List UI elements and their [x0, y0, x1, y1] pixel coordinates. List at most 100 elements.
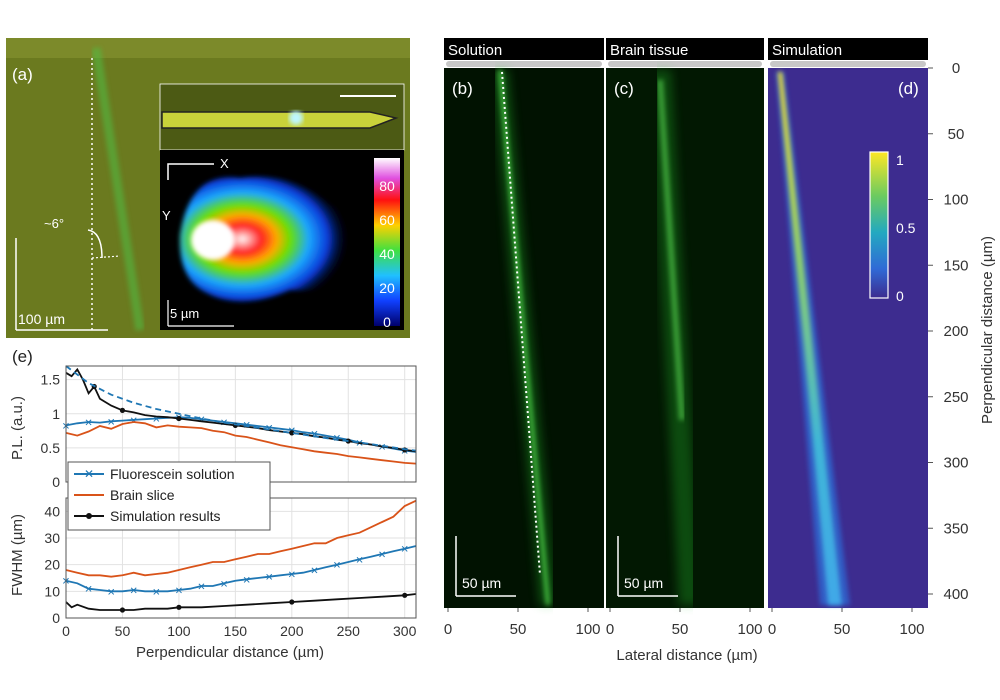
panel-b-dotted-guide: [501, 71, 541, 576]
panel-b-beam: [498, 69, 550, 606]
panel-a-top-band: [6, 38, 410, 58]
panel-d-image: [768, 68, 928, 608]
legend-marker-simulation: [86, 513, 92, 519]
chart-e-legend: ✕ Fluorescein solution Brain slice Simul…: [67, 461, 271, 531]
bcd-axes: 0 50 100 0 50 100 0 50 100 0 50 100 150 200 250 300 350 4…: [444, 60, 969, 638]
probe-strip-c: [608, 61, 762, 67]
scalebar-b-label: 50 µm: [462, 575, 501, 591]
chart-e-xtick-label: 300: [393, 623, 417, 639]
chart-e-marker-cross: ✕: [130, 586, 138, 597]
chart-e-marker-dot: [289, 599, 295, 605]
chart-e-xtick-label: 200: [280, 623, 304, 639]
scalebar-c-label: 50 µm: [624, 575, 663, 591]
chart-e-marker-cross: ✕: [84, 585, 92, 596]
heatmap-colorbar-tick-label: 60: [379, 212, 395, 228]
panel-d-beam: [778, 72, 842, 605]
panel-d-colorbar-ticks: 10.50: [896, 152, 916, 304]
lateral-tick-label: 100: [737, 621, 762, 638]
panel-c-beam: [657, 79, 685, 421]
chart-e-top-ylabel: P.L. (a.u.): [9, 396, 26, 460]
probe-strip-b: [446, 61, 602, 67]
lateral-tick-label: 50: [834, 621, 851, 638]
chart-e-marker-cross: ✕: [197, 582, 205, 593]
chart-e-bottom-ytick-label: 40: [44, 503, 60, 519]
panel-d-label: (d): [898, 79, 919, 98]
header-bar-d: [768, 38, 928, 60]
probe-emission-spot: [289, 111, 303, 125]
chart-e-lines: ✕✕✕✕✕✕✕✕✕✕✕✕✕✕✕✕✕✕✕✕✕✕✕✕✕✕✕✕✕✕✕✕: [62, 365, 417, 613]
chart-e-bottom-series-line: [65, 545, 417, 593]
chart-e-top-series-line: [65, 365, 417, 452]
heatmap-spot: [179, 176, 359, 302]
chart-e-marker-cross: ✕: [84, 418, 92, 429]
chart-e-marker-cross: ✕: [378, 443, 386, 454]
legend-label-brain: Brain slice: [110, 487, 175, 503]
scalebar-a-label: 100 µm: [18, 311, 65, 327]
panel-d-colorbar-tick-label: 1: [896, 152, 904, 168]
chart-e-marker-cross: ✕: [242, 575, 250, 586]
chart-e-marker-cross: ✕: [401, 545, 409, 556]
lateral-tick-label: 100: [899, 621, 924, 638]
chart-e-marker-cross: ✕: [175, 586, 183, 597]
perp-tick-label: 200: [943, 323, 968, 340]
heatmap-colorbar-tick-label: 20: [379, 280, 395, 296]
heatmap-x-label: X: [220, 156, 229, 171]
chart-e-marker-cross: ✕: [265, 573, 273, 584]
legend-label-simulation: Simulation results: [110, 508, 221, 524]
legend-label-fluorescein: Fluorescein solution: [110, 466, 235, 482]
panel-b-label: (b): [452, 79, 473, 98]
chart-e-xtick-label: 150: [224, 623, 248, 639]
probe-tip: [161, 111, 399, 129]
probe-strip-d: [770, 61, 926, 67]
legend-marker-fluorescein: ✕: [84, 467, 94, 481]
panel-a-label: (a): [12, 65, 33, 84]
panel-d-colorbar: [869, 151, 889, 299]
chart-e-xtick-label: 50: [115, 623, 131, 639]
header-bar-c: [606, 38, 764, 60]
heatmap-y-label: Y: [162, 208, 171, 223]
heatmap-axes: [167, 163, 214, 180]
chart-e-bottom-ytick-label: 20: [44, 557, 60, 573]
perp-tick-label: 250: [943, 389, 968, 406]
perp-tick-label: 350: [943, 520, 968, 537]
heatmap-colorbar-tick-label: 0: [383, 314, 391, 330]
chart-e-marker-cross: ✕: [288, 570, 296, 581]
chart-e-xlabel: Perpendicular distance (µm): [136, 644, 324, 661]
chart-e-marker-dot: [176, 604, 182, 610]
chart-e-marker-dot: [289, 430, 295, 436]
chart-e-bottom-ytick-label: 0: [52, 610, 60, 626]
chart-e-marker-cross: ✕: [107, 587, 115, 598]
chart-e-marker-dot: [176, 415, 182, 422]
panels-bcd: Solution Brain tissue Simulation (b) 50 …: [444, 38, 996, 664]
chart-e-marker-cross: ✕: [333, 561, 341, 572]
header-bar-b: [444, 38, 604, 60]
perp-tick-label: 100: [943, 192, 968, 209]
panel-d-colorbar-tick-label: 0: [896, 288, 904, 304]
chart-e-top-ytick-label: 1: [52, 406, 60, 422]
chart-e-top-ytick-label: 1.5: [41, 372, 61, 388]
chart-e-marker-dot: [119, 407, 126, 413]
chart-e-bottom-ytick-label: 30: [44, 530, 60, 546]
perp-tick-label: 150: [943, 257, 968, 274]
perp-tick-label: 300: [943, 455, 968, 472]
chart-e-marker-cross: ✕: [220, 579, 228, 590]
chart-e-marker-dot: [402, 592, 408, 598]
chart-e-xtick-label: 250: [337, 623, 361, 639]
chart-e-bottom-ylabel: FWHM (µm): [9, 514, 26, 596]
header-brain-tissue: Brain tissue: [610, 42, 688, 59]
chart-e-marker-cross: ✕: [310, 430, 318, 441]
lateral-tick-label: 0: [606, 621, 614, 638]
lateral-tick-label: 0: [768, 621, 776, 638]
heatmap-colorbar-ticks: 80 60 40 20 0: [379, 178, 395, 330]
chart-e-top-series-line: [65, 367, 417, 453]
chart-e-xtick-label: 0: [62, 623, 70, 639]
header-simulation: Simulation: [772, 42, 842, 59]
heatmap-scalebar-label: 5 µm: [170, 306, 199, 321]
chart-e-marker-cross: ✕: [355, 555, 363, 566]
chart-e-top-series-line: [65, 421, 417, 465]
lateral-tick-label: 50: [672, 621, 689, 638]
panel-d-colorbar-tick-label: 0.5: [896, 220, 916, 236]
heatmap-colorbar-tick-label: 40: [379, 246, 395, 262]
chart-e-top-ytick-label: 0.5: [41, 440, 61, 456]
